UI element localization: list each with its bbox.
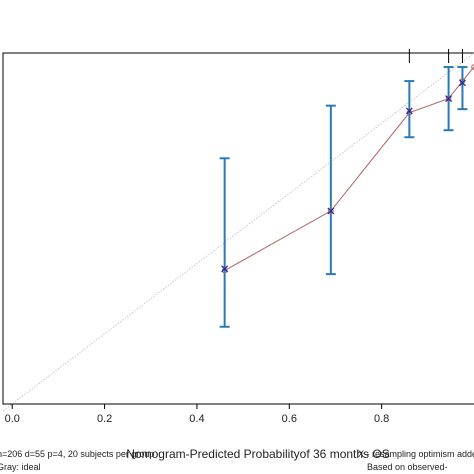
x-tick-label-0.4: 0.4 [189,413,204,425]
apparent-point-6 [471,64,474,70]
observed-legend-note: Based on observed- [367,462,448,472]
sample-size-note: n=206 d=55 p=4, 20 subjects per group [0,449,154,459]
x-tick-label-0.6: 0.6 [282,413,297,425]
ideal-line [2,52,474,412]
optimism-legend-note: X - resampling optimism adde [358,449,474,459]
plot-frame [2,52,474,405]
ideal-legend-note: Gray: ideal [0,462,41,472]
x-tick-label-0.0: 0.0 [5,413,20,425]
apparent-calibration-line [224,66,474,272]
apparent-point-4 [445,95,452,102]
bias-corrected-point-5 [458,79,466,87]
bias-corrected-point-2 [327,207,335,215]
plot-area [2,49,474,412]
x-tick-label-0.8: 0.8 [374,413,389,425]
bias-corrected-point-1 [221,265,229,273]
bias-corrected-point-3 [405,107,413,115]
x-axis-title: Nomogram-Predicted Probabilityof 36 mont… [126,447,389,461]
x-tick-label-0.2: 0.2 [97,413,112,425]
bias-corrected-point-4 [445,95,453,103]
x-axis: 0.0 0.2 0.4 0.6 0.8 [5,404,389,425]
apparent-point-2 [328,208,334,214]
